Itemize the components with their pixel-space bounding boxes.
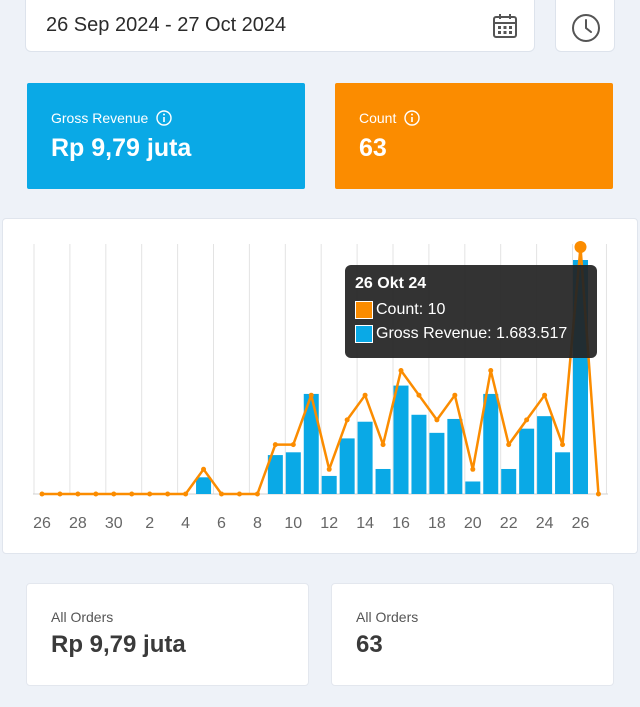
revenue-bar (447, 418, 463, 494)
count-point (416, 392, 422, 398)
count-card[interactable]: Count 63 (335, 83, 613, 189)
count-point (488, 368, 494, 373)
tooltip-count-row: Count: 10 (355, 301, 587, 319)
time-button[interactable] (555, 0, 615, 52)
count-point (452, 392, 458, 398)
revenue-bar (375, 468, 391, 494)
calendar-icon[interactable] (492, 13, 518, 39)
tooltip-revenue: Gross Revenue: 1.683.517 (376, 325, 568, 342)
x-tick-label: 24 (536, 515, 554, 532)
revenue-bar (321, 475, 337, 494)
x-tick-label: 6 (217, 515, 226, 532)
x-tick-label: 26 (33, 515, 51, 532)
x-tick-label: 4 (181, 515, 190, 532)
count-point (75, 491, 81, 497)
count-point (290, 442, 296, 448)
date-range-text: 26 Sep 2024 - 27 Oct 2024 (46, 14, 287, 36)
all-orders-label: All Orders (356, 609, 419, 625)
info-icon[interactable] (404, 110, 421, 126)
gross-revenue-value: Rp 9,79 juta (51, 134, 192, 162)
count-point (201, 466, 207, 472)
tooltip-revenue-row: Gross Revenue: 1.683.517 (355, 325, 587, 343)
revenue-bar (465, 481, 481, 494)
x-tick-label: 2 (145, 515, 154, 532)
count-point (595, 491, 601, 497)
count-point (39, 491, 45, 497)
revenue-bar (429, 432, 445, 494)
revenue-bar (501, 468, 517, 494)
revenue-bar (483, 393, 499, 494)
revenue-bar (196, 477, 212, 494)
gross-revenue-label-row: Gross Revenue (51, 110, 172, 126)
count-label: Count (359, 110, 397, 126)
revenue-bar (357, 421, 373, 494)
count-point (147, 491, 153, 497)
count-point (129, 491, 135, 497)
count-point (470, 466, 476, 472)
x-tick-label: 28 (69, 515, 87, 532)
count-point (272, 442, 278, 448)
revenue-bar (393, 385, 409, 494)
count-swatch (355, 301, 373, 319)
revenue-bar (285, 452, 301, 494)
chart-tooltip: 26 Okt 24 Count: 10 Gross Revenue: 1.683… (345, 265, 597, 358)
count-label-row: Count (359, 110, 421, 126)
revenue-bar (303, 393, 319, 494)
count-point (362, 392, 368, 398)
count-point (308, 392, 314, 398)
tooltip-count: Count: 10 (376, 301, 446, 318)
count-point (165, 491, 171, 497)
revenue-bar (267, 455, 283, 494)
count-point (254, 491, 260, 497)
all-orders-revenue-value: Rp 9,79 juta (51, 631, 186, 658)
gross-revenue-label: Gross Revenue (51, 110, 149, 126)
revenue-bar (339, 438, 355, 494)
all-orders-count-card[interactable]: All Orders 63 (331, 583, 614, 686)
count-point (219, 491, 224, 497)
info-icon[interactable] (156, 110, 172, 126)
date-range-picker[interactable]: 26 Sep 2024 - 27 Oct 2024 (25, 0, 535, 52)
revenue-bar (555, 452, 571, 494)
x-tick-label: 8 (253, 515, 262, 532)
count-point (524, 417, 530, 423)
revenue-bar (537, 416, 553, 494)
count-line (42, 245, 600, 496)
count-point (542, 392, 548, 398)
count-point (236, 491, 242, 497)
x-tick-label: 20 (464, 515, 482, 532)
x-tick-label: 14 (356, 515, 374, 532)
count-point (506, 442, 512, 448)
count-point (111, 491, 117, 497)
count-point (344, 417, 350, 423)
gross-revenue-card[interactable]: Gross Revenue Rp 9,79 juta (27, 83, 305, 189)
count-point (434, 417, 440, 423)
revenue-bar (411, 414, 427, 494)
count-point (93, 491, 99, 497)
revenue-bar (519, 428, 535, 494)
x-tick-label: 30 (105, 515, 123, 532)
combo-chart[interactable]: 26 28 30 2 4 6 8 10 12 14 16 18 20 22 24 26 (3, 219, 639, 555)
x-tick-label: 12 (320, 515, 338, 532)
x-tick-label: 10 (284, 515, 302, 532)
all-orders-count-value: 63 (356, 631, 383, 658)
count-point (560, 442, 566, 448)
revenue-swatch (355, 325, 373, 343)
clock-icon (572, 14, 600, 42)
x-tick-label: 26 (572, 515, 590, 532)
count-point (398, 368, 404, 373)
x-tick-label: 22 (500, 515, 518, 532)
count-point (574, 241, 587, 253)
all-orders-revenue-card[interactable]: All Orders Rp 9,79 juta (26, 583, 309, 686)
x-tick-label: 16 (392, 515, 410, 532)
x-tick-label: 18 (428, 515, 446, 532)
all-orders-label: All Orders (51, 609, 114, 625)
count-value: 63 (359, 134, 387, 162)
tooltip-title: 26 Okt 24 (355, 275, 427, 292)
count-point (57, 491, 63, 497)
count-point (326, 466, 332, 472)
count-point (380, 442, 386, 448)
count-point (183, 491, 189, 497)
